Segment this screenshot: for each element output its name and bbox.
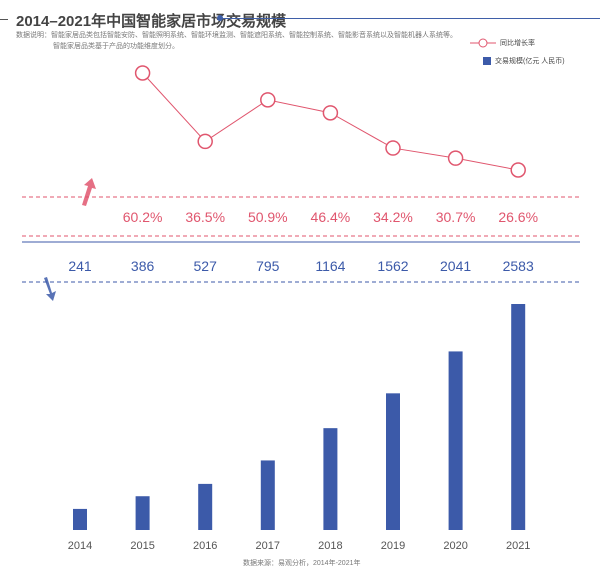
- growth-value-label: 26.6%: [498, 209, 538, 225]
- x-tick-label: 2021: [506, 540, 530, 552]
- legend-volume: 交易规模(亿元 人民币): [483, 56, 565, 66]
- down-arrow-icon: [44, 277, 56, 301]
- title-rule: [220, 18, 600, 19]
- bar-2015: [135, 496, 150, 530]
- data-note-2: 智能家居品类基于产品的功能维度划分。: [53, 43, 179, 50]
- growth-point-2016: [197, 133, 213, 150]
- bar-2017: [260, 460, 275, 530]
- bar-value-label: 241: [68, 258, 92, 274]
- up-arrow-icon: [82, 178, 96, 206]
- legend-bar-swatch: [483, 57, 491, 65]
- data-source: 数据来源：易观分析，2014年-2021年: [243, 560, 361, 567]
- x-tick-label: 2020: [443, 540, 467, 552]
- bar-2016: [198, 483, 213, 530]
- growth-value-label: 36.5%: [185, 209, 225, 225]
- legend-line-icon: [470, 38, 496, 48]
- growth-point-2017: [260, 92, 276, 108]
- legend-growth-label: 同比增长率: [500, 40, 535, 47]
- bar-value-label: 1562: [377, 258, 408, 274]
- growth-value-label: 60.2%: [123, 209, 163, 225]
- x-tick-label: 2015: [130, 540, 154, 552]
- bar-2014: [73, 508, 87, 530]
- bar-value-label: 1164: [315, 258, 345, 274]
- bar-value-label: 795: [256, 258, 280, 274]
- bar-2018: [323, 428, 338, 530]
- bar-value-label: 386: [131, 258, 155, 274]
- x-tick-label: 2014: [68, 540, 92, 552]
- growth-point-2019: [385, 140, 401, 156]
- x-tick-label: 2019: [381, 540, 405, 552]
- x-tick-label: 2017: [256, 540, 280, 552]
- data-note: 数据说明：智能家居品类包括智能安防、智能照明系统、智能环境监测、智能遮阳系统、智…: [16, 32, 457, 39]
- bar-value-label: 2041: [440, 258, 471, 274]
- bar-2019: [386, 393, 400, 530]
- title-dash: [0, 19, 8, 20]
- growth-point-2015: [134, 65, 151, 81]
- growth-point-2018: [322, 105, 339, 121]
- growth-point-2020: [447, 150, 464, 166]
- bar-2020: [448, 351, 463, 530]
- growth-value-label: 34.2%: [373, 209, 413, 225]
- legend-growth: 同比增长率: [470, 38, 535, 48]
- bar-2021: [511, 304, 526, 530]
- growth-value-label: 50.9%: [248, 209, 288, 225]
- bar-value-label: 2583: [503, 258, 534, 274]
- legend-volume-label: 交易规模(亿元 人民币): [495, 58, 565, 65]
- growth-point-2021: [510, 162, 526, 178]
- growth-value-label: 46.4%: [311, 209, 351, 225]
- growth-value-label: 30.7%: [436, 209, 476, 225]
- bar-value-label: 527: [194, 258, 218, 274]
- x-tick-label: 2018: [318, 540, 342, 552]
- x-tick-label: 2016: [193, 540, 217, 552]
